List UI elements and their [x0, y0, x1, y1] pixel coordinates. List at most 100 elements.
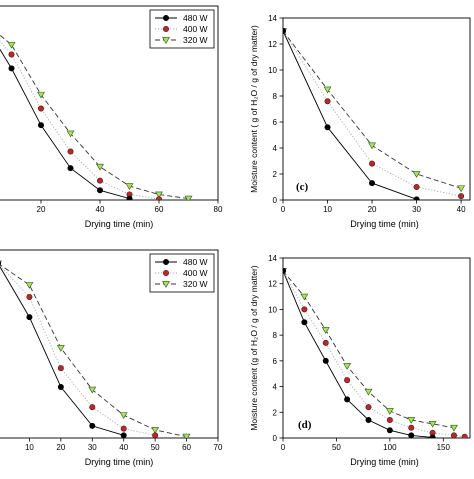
point-480w — [67, 165, 74, 172]
y-tick-label: 10 — [268, 305, 277, 314]
point-400w — [461, 433, 468, 438]
point-480w — [369, 180, 376, 187]
x-axis-label: Drying time (min) — [85, 457, 154, 467]
point-320w — [428, 421, 437, 428]
point-320w — [162, 37, 170, 44]
y-tick-label: 6 — [273, 357, 278, 366]
point-400w — [365, 404, 372, 411]
x-tick-label: 70 — [214, 443, 223, 452]
y-tick-label: 14 — [268, 254, 277, 263]
point-320w — [88, 386, 97, 394]
y-tick-label: 4 — [273, 144, 278, 153]
point-320w — [407, 417, 416, 424]
legend-box — [149, 253, 215, 293]
series-line-400w — [283, 270, 465, 438]
point-480w — [8, 65, 15, 72]
point-480w — [413, 196, 420, 200]
point-400w — [37, 105, 44, 112]
x-axis-label: Drying time (min) — [85, 219, 154, 229]
point-400w — [413, 184, 420, 191]
x-axis-label: Drying time (min) — [350, 457, 419, 467]
y-tick-label: 10 — [268, 66, 277, 75]
point-320w — [182, 433, 191, 438]
legend-box — [149, 9, 215, 49]
y-axis-label: Moisture content ( g of H₂O / g of dry m… — [249, 25, 259, 193]
point-480w — [163, 15, 170, 22]
point-320w — [364, 388, 373, 396]
point-480w — [283, 267, 286, 274]
plot-frame — [0, 249, 219, 439]
point-320w — [162, 281, 170, 288]
legend-label: 320 W — [183, 279, 208, 289]
y-tick-label: 4 — [273, 383, 278, 392]
point-480w — [57, 383, 64, 390]
x-tick-label: 20 — [56, 443, 65, 452]
x-tick-label: 40 — [457, 205, 466, 214]
legend-label: 400 W — [183, 268, 208, 278]
point-400w — [8, 51, 15, 58]
point-400w — [120, 425, 127, 432]
y-tick-label: 14 — [268, 14, 277, 23]
x-tick-label: 80 — [214, 205, 223, 214]
point-320w — [125, 183, 134, 190]
point-400w — [344, 377, 351, 384]
point-480w — [408, 432, 415, 438]
point-480w — [0, 261, 1, 266]
series-line-400w — [0, 264, 156, 436]
x-tick-label: 50 — [151, 443, 160, 452]
point-320w — [450, 424, 458, 432]
x-tick-label: 60 — [182, 443, 191, 452]
point-320w — [323, 86, 332, 94]
series-group — [0, 34, 193, 200]
point-480w — [89, 422, 96, 429]
y-tick-label: 2 — [273, 170, 278, 179]
series-group — [283, 267, 468, 438]
x-tick-label: 150 — [437, 443, 451, 452]
point-400w — [89, 404, 96, 411]
x-axis-label: Drying time (min) — [350, 219, 419, 229]
point-400w — [458, 193, 465, 200]
panel-br: 0 50 100 150 Drying time (min) 0 2 4 6 8 10 12 14 Moi… — [249, 254, 471, 467]
series-line-480w — [0, 48, 130, 200]
series-line-400w — [283, 30, 462, 197]
y-tick-label: 6 — [273, 118, 278, 127]
point-400w — [301, 306, 308, 313]
legend-label: 400 W — [183, 24, 208, 34]
point-400w — [57, 365, 64, 372]
point-320w — [25, 282, 34, 289]
y-tick-label: 0 — [273, 196, 278, 205]
x-tick-label: 40 — [119, 443, 128, 452]
x-tick-label: 50 — [332, 443, 341, 452]
point-400w — [152, 432, 159, 438]
point-320w — [119, 412, 128, 419]
legend-label: 320 W — [183, 35, 208, 45]
point-480w — [301, 319, 308, 326]
legend-label: 480 W — [183, 13, 208, 23]
point-400w — [322, 339, 329, 346]
point-320w — [0, 260, 2, 264]
point-480w — [429, 434, 436, 438]
x-tick-label: 100 — [383, 443, 397, 452]
x-tick-label: 30 — [88, 443, 97, 452]
point-320w — [368, 142, 376, 150]
point-480w — [126, 195, 133, 200]
point-400w — [163, 269, 170, 276]
y-tick-label: 12 — [268, 40, 277, 49]
point-480w — [324, 124, 331, 131]
point-320w — [457, 185, 466, 193]
point-320w — [151, 427, 160, 434]
point-400w — [369, 160, 376, 167]
point-480w — [26, 314, 33, 321]
point-400w — [450, 432, 457, 438]
point-320w — [7, 41, 16, 49]
point-400w — [67, 148, 74, 155]
point-320w — [37, 91, 45, 99]
series-line-400w — [0, 40, 160, 200]
legend-label: 480 W — [183, 257, 208, 267]
series-line-480w — [283, 270, 433, 438]
point-320w — [412, 171, 421, 178]
